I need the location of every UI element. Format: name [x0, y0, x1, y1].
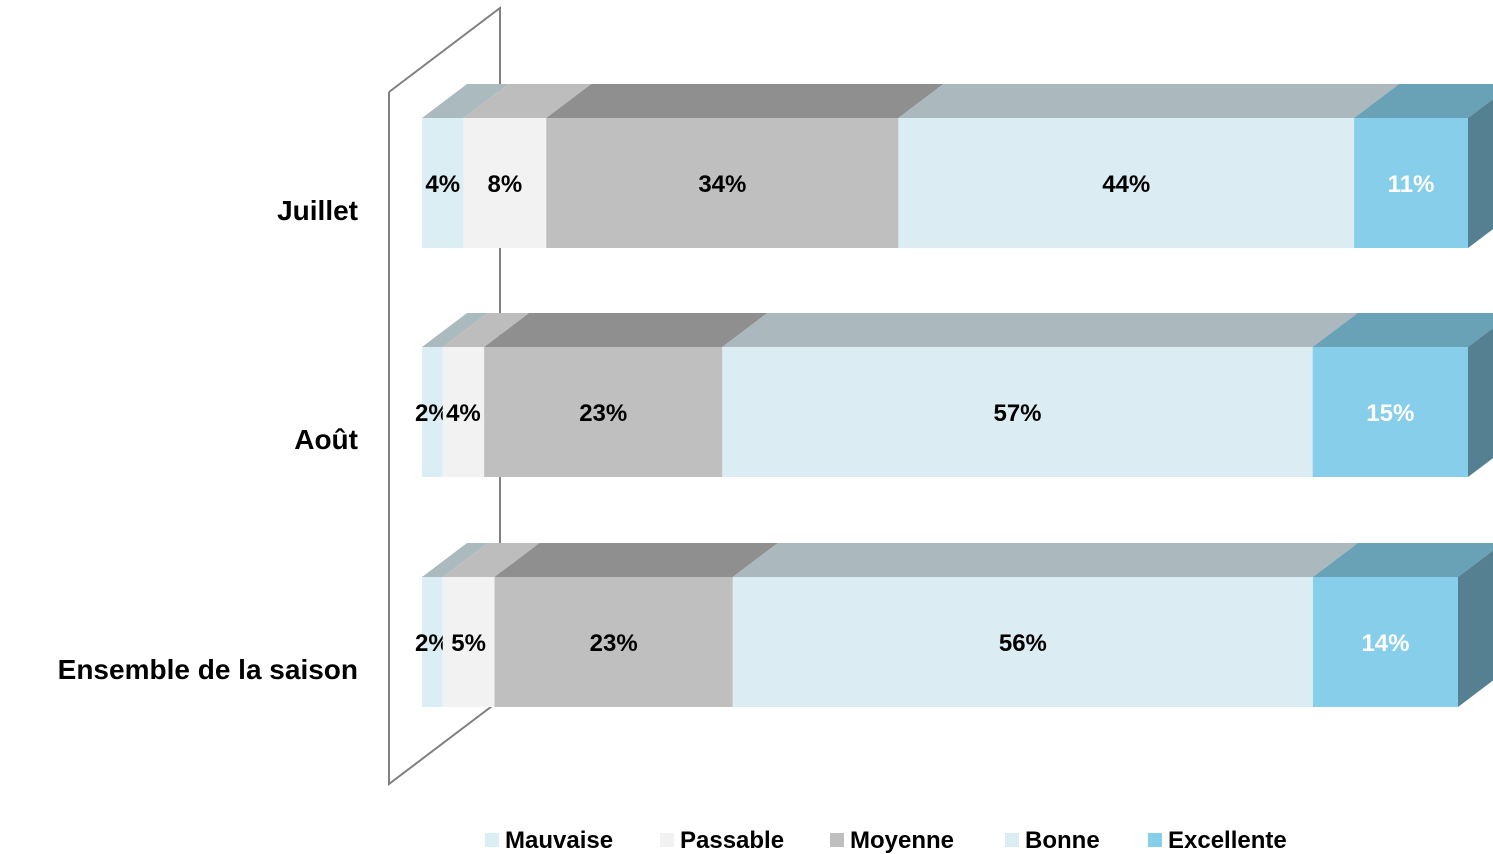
bar-top-excellente [1312, 313, 1493, 347]
bar-top-bonne [722, 313, 1358, 347]
bar-segment-excellente [1312, 577, 1458, 707]
legend-label: Passable [680, 827, 784, 854]
data-label: 57% [993, 400, 1041, 427]
bar-top-passable [442, 543, 540, 577]
bar-side [1458, 550, 1493, 707]
bar-segment-moyenne [546, 118, 899, 248]
bar-top-excellente [1354, 84, 1493, 118]
bar-top-passable [442, 313, 530, 347]
legend-label: Moyenne [850, 827, 954, 854]
category-label: Ensemble de la saison [58, 654, 358, 685]
bars-group: 4% 8% 34% 44% 11%2%4% 23% 57% 15%2% 5% 23% 56% 14% [415, 84, 1493, 707]
legend: Mauvaise Passable Moyenne Bonne Excellente [485, 827, 1287, 854]
data-label: 15% [1366, 400, 1414, 427]
bar-top-moyenne [546, 84, 944, 118]
data-label: 34% [698, 171, 746, 198]
bar-top-mauvaise [422, 543, 488, 577]
data-label: 56% [999, 630, 1047, 657]
legend-swatch [485, 833, 499, 847]
legend-label: Mauvaise [505, 827, 613, 854]
bar-segment-bonne [732, 577, 1313, 707]
category-label: Juillet [277, 195, 358, 226]
data-label: 4% [425, 171, 460, 198]
bar-segment-excellente [1354, 118, 1468, 248]
bar-segment-excellente [1312, 347, 1468, 477]
bar-top-moyenne [494, 543, 778, 577]
bar-top-mauvaise [422, 84, 509, 118]
legend-label: Bonne [1025, 827, 1100, 854]
legend-swatch [660, 833, 674, 847]
data-label: 8% [488, 171, 523, 198]
bar-segment-passable [442, 347, 485, 477]
data-label: 4% [446, 400, 481, 427]
bar-segment-mauvaise [422, 118, 464, 248]
bar-side [1468, 328, 1493, 477]
bar-top-bonne [898, 84, 1400, 118]
legend-item-excellente: Excellente [1148, 827, 1287, 854]
data-label: 23% [590, 630, 638, 657]
bar-top-bonne [732, 543, 1358, 577]
bar-row-juillet: 4% 8% 34% 44% 11% [422, 84, 1493, 248]
legend-item-moyenne: Moyenne [830, 827, 954, 854]
bar-top-excellente [1312, 543, 1493, 577]
bar-top-passable [463, 84, 592, 118]
bar-top-moyenne [484, 313, 768, 347]
bar-row-ensemble-de-la-saison: 2% 5% 23% 56% 14% [415, 543, 1493, 707]
legend-swatch [1005, 833, 1019, 847]
legend-swatch [1148, 833, 1162, 847]
legend-item-bonne: Bonne [1005, 827, 1100, 854]
category-labels: Juillet Août Ensemble de la saison [58, 195, 358, 685]
bar-side [1468, 99, 1493, 248]
data-label: 23% [579, 400, 627, 427]
data-label: 44% [1102, 171, 1150, 198]
legend-item-mauvaise: Mauvaise [485, 827, 613, 854]
bar-segment-moyenne [484, 347, 723, 477]
legend-swatch [830, 833, 844, 847]
category-label: Août [294, 424, 358, 455]
bar-segment-bonne [898, 118, 1355, 248]
bar-top-mauvaise [422, 313, 488, 347]
legend-item-passable: Passable [660, 827, 784, 854]
bar-segment-bonne [722, 347, 1313, 477]
bar-segment-moyenne [494, 577, 733, 707]
data-label: 14% [1361, 630, 1409, 657]
bar-segment-mauvaise [422, 347, 443, 477]
data-label: 5% [451, 630, 486, 657]
bar-segment-passable [463, 118, 547, 248]
legend-label: Excellente [1168, 827, 1287, 854]
data-label: 11% [1388, 171, 1435, 198]
bar-segment-passable [442, 577, 495, 707]
bar-row-aout: 2%4% 23% 57% 15% [415, 313, 1493, 477]
bar-segment-mauvaise [422, 577, 443, 707]
